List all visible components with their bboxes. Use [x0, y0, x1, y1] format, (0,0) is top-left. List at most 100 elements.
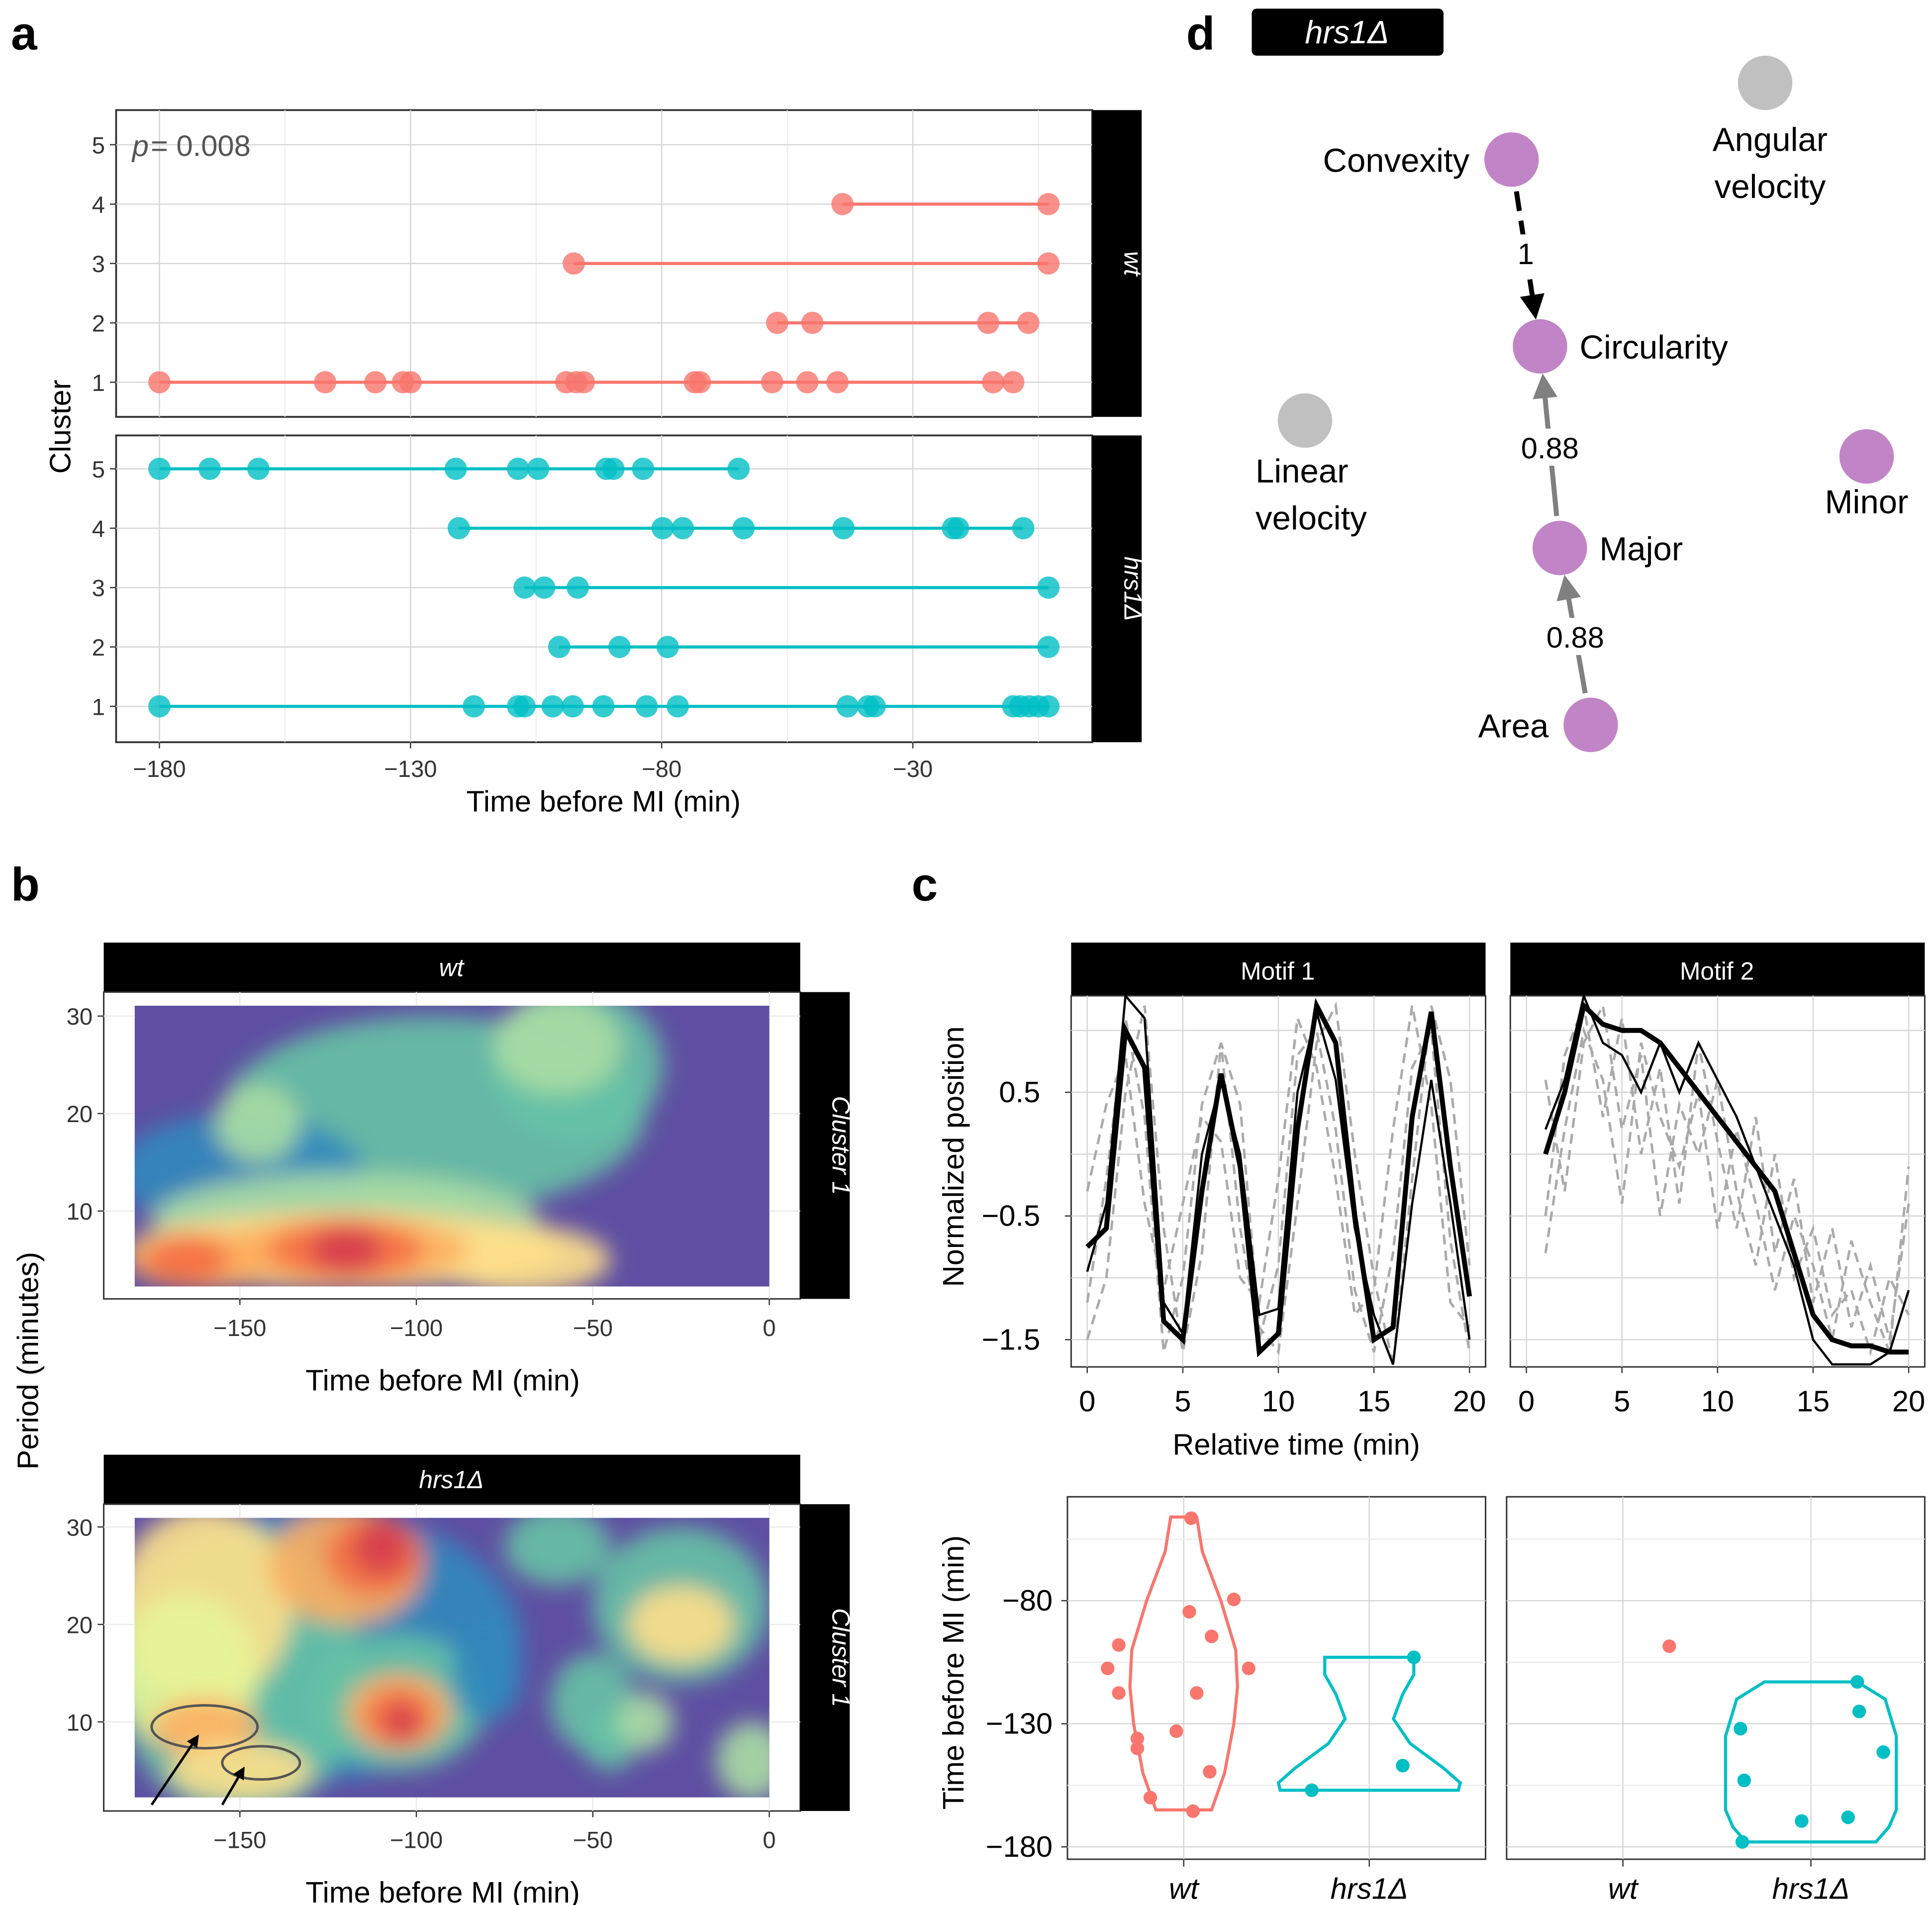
x-tick-label: 15 — [1797, 1385, 1830, 1418]
violin-facet-2: wt hrs1Δ — [1506, 1496, 1926, 1905]
network-node-linear-velocity: Linear velocity — [1256, 393, 1367, 537]
heatmap-blob — [310, 1226, 382, 1275]
facet-hrs1: hrs1Δ Cluster 1 10 20 30 −150 −100 −50 0 Time bef… — [67, 1454, 855, 1905]
x-axis-label: Time before MI (min) — [305, 1876, 580, 1905]
heatmap-blob — [144, 1235, 229, 1284]
motif-line-thick — [1543, 1001, 1909, 1355]
network-node-convexity: Convexity — [1323, 132, 1539, 187]
timeline-point — [1017, 311, 1040, 334]
y-tick-label: 1 — [92, 370, 105, 396]
x-axis-label: Relative time (min) — [1172, 1428, 1420, 1461]
facet-motif-1: Motif 1 0 5 10 15 20 — [1070, 943, 1487, 1418]
heatmap-blob — [451, 1624, 522, 1722]
timeline-point — [573, 371, 595, 393]
timeline-point — [977, 311, 999, 334]
facet-strip-label: Motif 2 — [1680, 957, 1754, 985]
y-tick-label: 2 — [92, 635, 105, 661]
violin-point — [1735, 1835, 1749, 1849]
facet-strip — [1510, 943, 1925, 996]
y-axis-label: Period (minutes) — [11, 1252, 45, 1470]
x-tick-label: hrs1Δ — [1331, 1872, 1408, 1905]
x-tick-label: −100 — [390, 1827, 443, 1854]
node-label: Minor — [1825, 483, 1909, 521]
violin-point — [1130, 1741, 1145, 1755]
timeline-point — [148, 458, 171, 480]
row-strip-label: Cluster 1 — [827, 1096, 855, 1195]
y-tick-label: 4 — [92, 516, 105, 542]
x-tick-label: 0 — [763, 1315, 775, 1341]
x-tick-label: 0 — [1518, 1385, 1535, 1418]
heatmap — [134, 1005, 770, 1287]
violin-point — [1190, 1686, 1204, 1700]
network-node-angular-velocity: Angular velocity — [1713, 55, 1828, 205]
x-tick-label: hrs1Δ — [1772, 1872, 1850, 1905]
x-tick-label: 15 — [1357, 1385, 1390, 1418]
y-tick-label: 20 — [67, 1612, 93, 1638]
violin-point — [1850, 1675, 1864, 1689]
violin-point — [1169, 1724, 1183, 1738]
node-circle — [1839, 429, 1894, 484]
timeline-point — [148, 695, 171, 718]
row-strip — [800, 992, 850, 1299]
node-circle — [1513, 319, 1567, 374]
timeline-point — [513, 695, 536, 718]
timeline-point — [1037, 695, 1060, 718]
heatmap-blob — [504, 1518, 611, 1586]
timeline-point — [399, 371, 422, 393]
heatmap-blob — [353, 1518, 409, 1576]
node-circle — [1277, 393, 1333, 448]
violin-point — [1662, 1639, 1676, 1653]
y-tick-label: −80 — [1002, 1584, 1053, 1617]
x-tick-label: −130 — [384, 756, 437, 782]
facet-strip — [1071, 943, 1486, 996]
panel-d-network: hrs1Δ 1 0.88 0.88 Convexity Angular velocity Ci… — [1252, 8, 1909, 753]
x-tick-label: −100 — [390, 1315, 443, 1341]
network-node-circularity: Circularity — [1513, 319, 1728, 374]
x-tick-label: −80 — [642, 756, 681, 782]
timeline-point — [667, 695, 689, 718]
timeline-point — [608, 636, 631, 659]
facet-strip-label: Motif 1 — [1241, 957, 1315, 985]
node-label: Circularity — [1580, 329, 1729, 366]
timeline-point — [1037, 192, 1060, 215]
timeline-point — [507, 458, 529, 480]
node-label: Angular — [1713, 121, 1828, 158]
heatmap-blobs — [134, 1518, 770, 1798]
node-label: velocity — [1256, 499, 1367, 537]
x-tick-label: 10 — [1701, 1385, 1734, 1418]
instance-line-dashed — [1086, 1005, 1471, 1329]
panel-b-wavelet-heatmaps: wt Cluster 1 10 20 30 −150 −100 −50 0 Time before… — [11, 943, 855, 1905]
facet-motif-2: Motif 2 0 5 10 15 20 — [1509, 943, 1926, 1418]
timeline-point — [562, 695, 584, 718]
network-title-badge — [1252, 8, 1444, 56]
edge-label-bg — [1541, 618, 1610, 655]
timeline-point — [732, 517, 755, 540]
edge-weight-label: 1 — [1518, 237, 1534, 271]
x-tick-label: −150 — [213, 1315, 266, 1341]
facet-strip-label: wt — [1119, 251, 1147, 277]
facet-strip — [1092, 435, 1142, 743]
timeline-point — [826, 371, 849, 393]
timeline-point — [656, 636, 679, 659]
y-tick-label: −180 — [986, 1830, 1053, 1863]
violin-point — [1204, 1629, 1219, 1643]
x-tick-label: −180 — [133, 756, 186, 782]
y-axis-label: Normalized position — [937, 1026, 970, 1287]
instance-line-dashed — [1544, 1026, 1910, 1353]
x-tick-label: −50 — [573, 1827, 613, 1854]
y-tick-label: −1.5 — [981, 1323, 1040, 1356]
timeline-point — [592, 695, 615, 718]
timeline-point — [727, 458, 750, 480]
timeline-point — [863, 695, 886, 718]
x-axis-label: Time before MI (min) — [305, 1363, 580, 1397]
timeline-point — [796, 371, 819, 393]
y-tick-label: 3 — [92, 575, 105, 602]
timeline-point — [198, 458, 221, 480]
timeline-point — [635, 695, 658, 718]
panel-c-motif-lines: Motif 1 0 5 10 15 20 Motif 2 0 5 10 15 20 0.5 −0.5 −1.… — [937, 943, 1926, 1461]
facet-strip-label: hrs1Δ — [419, 1466, 483, 1494]
timeline-point — [447, 517, 470, 540]
timeline-point — [688, 371, 711, 393]
p-value-annotation: p — [131, 129, 149, 162]
heatmap-blob — [628, 1585, 734, 1664]
